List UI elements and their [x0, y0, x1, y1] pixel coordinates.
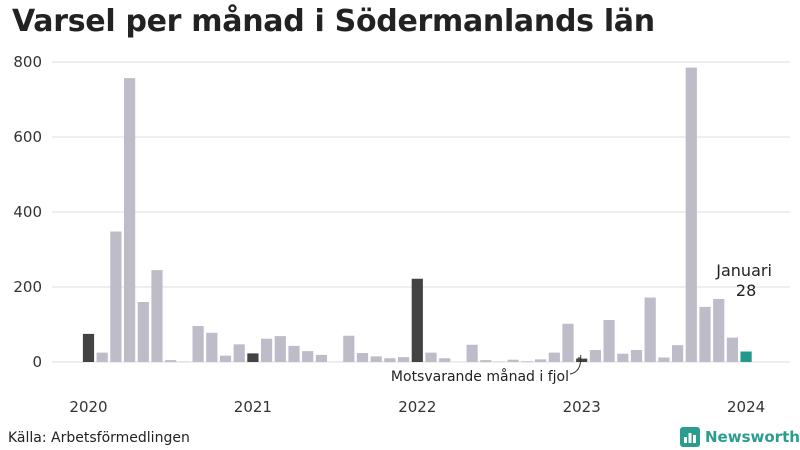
bar-29: [480, 360, 492, 362]
bar-25: [425, 352, 437, 362]
bar-9: [206, 332, 218, 362]
bar-24: [411, 278, 423, 362]
bar-21: [370, 356, 382, 362]
bar-10: [219, 355, 232, 362]
bar-22: [384, 358, 396, 362]
bar-14: [274, 336, 286, 362]
y-axis-tick-labels: 0 200 400 600 800: [13, 53, 42, 371]
bar-19: [343, 335, 355, 362]
annotation-comparison-label: Motsvarande månad i fjol: [391, 368, 569, 385]
bar-17: [315, 354, 327, 362]
bar-31: [507, 359, 519, 362]
bar-2: [110, 231, 122, 362]
bar-1: [96, 352, 108, 362]
bar-42: [658, 357, 670, 362]
x-tick-label-2024: 2024: [727, 398, 765, 416]
y-tick-label-0: 0: [32, 353, 42, 371]
bar-48: [740, 351, 752, 362]
bar-41: [644, 297, 656, 362]
bar-28: [466, 344, 478, 362]
bar-34: [548, 352, 560, 362]
bar-26: [439, 358, 451, 362]
bar-46: [713, 299, 725, 362]
bars: [82, 67, 752, 362]
x-tick-label-2021: 2021: [234, 398, 272, 416]
bar-chart-logo-icon: [680, 427, 700, 447]
bar-40: [630, 350, 643, 362]
y-tick-label-400: 400: [13, 203, 42, 221]
bar-36: [576, 358, 588, 362]
bar-13: [261, 338, 273, 362]
bar-6: [165, 360, 177, 362]
source-note: Källa: Arbetsförmedlingen: [8, 430, 190, 446]
bar-39: [617, 353, 629, 362]
bar-38: [603, 320, 615, 362]
bar-44: [685, 67, 697, 362]
chart-title: Varsel per månad i Södermanlands län: [12, 4, 655, 39]
bar-47: [726, 337, 738, 362]
annotation-latest-month: Januari: [715, 261, 772, 280]
bar-20: [356, 353, 369, 362]
bar-15: [288, 345, 300, 362]
bar-33: [535, 359, 547, 362]
y-tick-label-800: 800: [13, 53, 42, 71]
annotation-latest-value: 28: [736, 281, 756, 300]
bar-8: [192, 326, 204, 362]
y-tick-label-200: 200: [13, 278, 42, 296]
bar-3: [124, 78, 136, 362]
bar-23: [398, 357, 410, 362]
bar-5: [151, 270, 163, 362]
annotation-comparison-arrowhead: [577, 355, 582, 359]
bar-4: [137, 302, 149, 362]
bar-45: [699, 306, 711, 362]
bar-12: [247, 353, 259, 362]
x-tick-label-2023: 2023: [563, 398, 601, 416]
y-tick-label-600: 600: [13, 128, 42, 146]
bar-43: [672, 345, 684, 362]
bar-16: [302, 351, 314, 362]
bar-0: [82, 333, 95, 362]
x-tick-label-2020: 2020: [69, 398, 107, 416]
annotation-comparison-arrow: [569, 357, 582, 375]
brand-logo: Newsworthy: [680, 427, 800, 447]
bar-35: [562, 323, 574, 362]
bar-37: [589, 350, 601, 362]
x-tick-label-2022: 2022: [398, 398, 436, 416]
bar-11: [233, 344, 245, 362]
brand-name: Newsworthy: [705, 428, 800, 446]
x-axis-tick-labels: 2020 2021 2022 2023 2024: [69, 398, 765, 416]
bar-32: [521, 361, 533, 362]
